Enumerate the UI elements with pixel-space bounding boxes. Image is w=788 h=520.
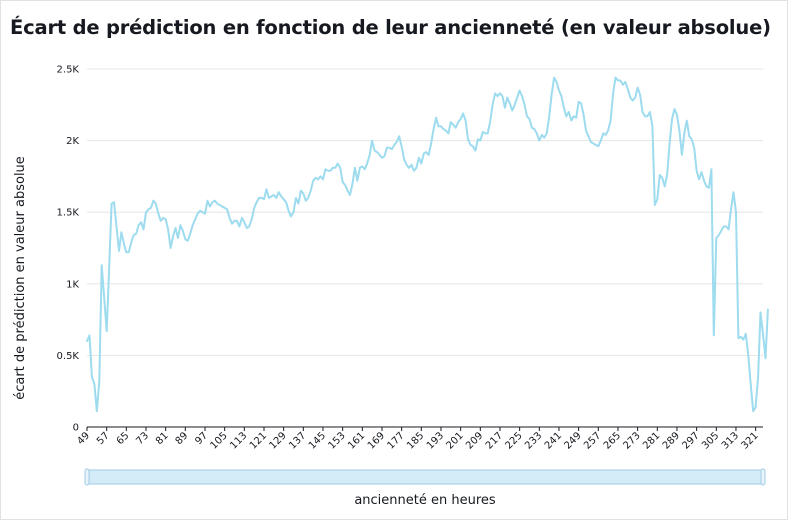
- x-tick-label: 289: [661, 430, 682, 451]
- x-axis-ticks: 49 57 65 73 81 89 9710511312112913714515316116…: [75, 427, 761, 452]
- range-brush[interactable]: [84, 468, 766, 486]
- y-tick-label: 2K: [66, 136, 79, 147]
- y-tick-label: 1K: [66, 279, 79, 290]
- x-tick-label: 201: [444, 430, 465, 451]
- x-tick-label: 113: [228, 430, 249, 451]
- x-tick-label: 97: [193, 430, 210, 447]
- range-handle-right[interactable]: [760, 468, 766, 486]
- x-tick-label: 129: [267, 430, 288, 451]
- chart-title: Écart de prédiction en fonction de leur …: [10, 16, 771, 39]
- x-tick-label: 305: [700, 430, 721, 451]
- x-tick-label: 57: [95, 430, 112, 447]
- x-tick-label: 145: [307, 430, 328, 451]
- x-tick-label: 249: [562, 430, 583, 451]
- x-tick-label: 81: [154, 430, 171, 447]
- x-tick-label: 265: [602, 430, 623, 451]
- x-tick-label: 297: [680, 430, 701, 451]
- x-tick-label: 177: [385, 430, 406, 451]
- x-tick-label: 217: [484, 430, 505, 451]
- x-tick-label: 161: [346, 430, 367, 451]
- x-tick-label: 273: [621, 430, 642, 451]
- y-axis-ticks: 0 0.5K 1K 1.5K 2K 2.5K: [57, 65, 80, 434]
- x-tick-label: 169: [366, 430, 387, 451]
- gridlines: [87, 68, 763, 356]
- x-tick-label: 321: [739, 430, 760, 451]
- y-tick-label: 0: [73, 423, 79, 434]
- x-tick-label: 241: [543, 430, 564, 451]
- x-tick-label: 65: [115, 430, 132, 447]
- x-tick-label: 313: [720, 430, 741, 451]
- y-tick-label: 0.5K: [57, 351, 80, 362]
- x-tick-label: 105: [209, 430, 230, 451]
- x-tick-label: 209: [464, 430, 485, 451]
- x-axis-title: ancienneté en heures: [354, 493, 496, 508]
- y-tick-label: 1.5K: [57, 208, 80, 219]
- x-tick-label: 193: [425, 430, 446, 451]
- x-tick-label: 281: [641, 430, 662, 451]
- series-layer: [86, 76, 769, 413]
- y-axis-title: écart de prédiction en valeur absolue: [13, 156, 28, 400]
- x-tick-label: 121: [248, 430, 269, 451]
- x-tick-label: 233: [523, 430, 544, 451]
- range-handle-left[interactable]: [84, 468, 90, 486]
- y-tick-label: 2.5K: [57, 65, 80, 76]
- range-brush-track[interactable]: [86, 469, 764, 485]
- x-tick-label: 137: [287, 430, 308, 451]
- x-tick-label: 89: [174, 430, 191, 447]
- data-line: [86, 76, 769, 413]
- x-tick-label: 153: [326, 430, 347, 451]
- x-tick-label: 73: [134, 430, 151, 447]
- x-tick-label: 185: [405, 430, 426, 451]
- x-tick-label: 225: [503, 430, 524, 451]
- x-tick-label: 257: [582, 430, 603, 451]
